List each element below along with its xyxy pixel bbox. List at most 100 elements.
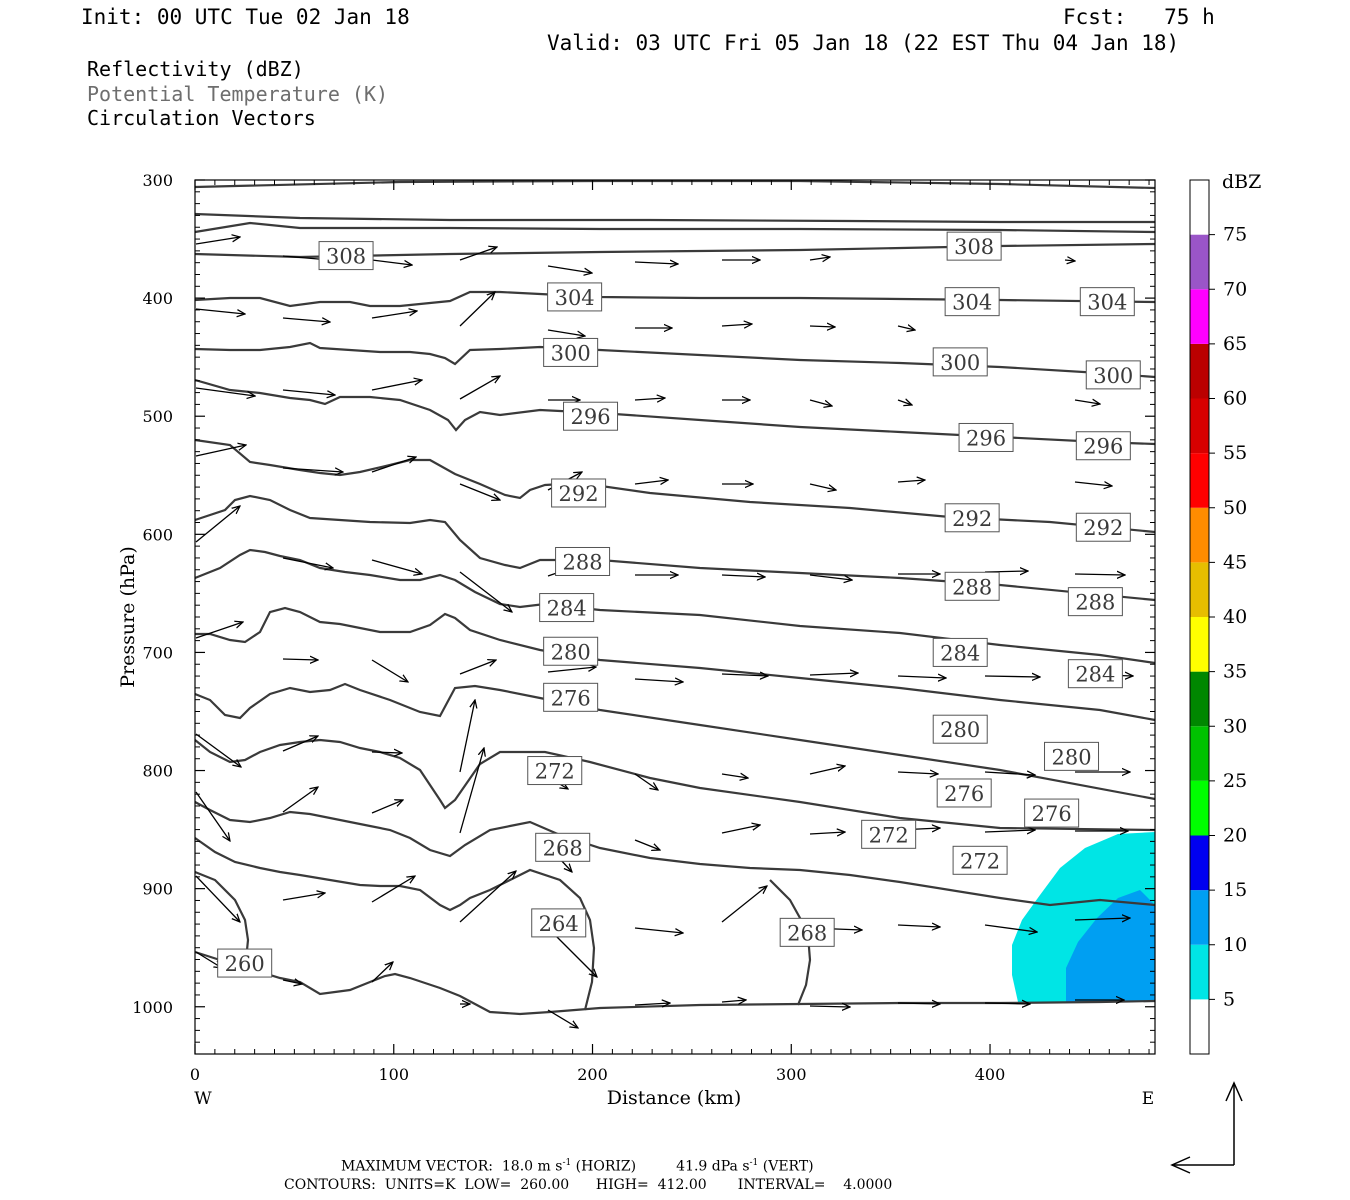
contour-label-box [543, 337, 599, 367]
valid-time: Valid: 03 UTC Fri 05 Jan 18 (22 EST Thu … [547, 31, 1180, 55]
contour-label: 264 [539, 912, 579, 936]
contour-label: 304 [1087, 291, 1127, 315]
contour-label: 276 [944, 782, 984, 806]
contour-label-box [543, 682, 599, 712]
x-axis-label: Distance (km) [607, 1087, 742, 1109]
colorbar-level-label: 15 [1223, 879, 1247, 901]
vertical-max: 41.9 dPa s [676, 1158, 750, 1175]
vertical-suffix: (VERT) [762, 1158, 814, 1175]
contour-label: 272 [960, 849, 1000, 873]
x-axis-ticks: 0 100 200 300 400 [190, 180, 1005, 1084]
contour-label-box [1024, 798, 1080, 828]
colorbar-swatch [1190, 234, 1209, 290]
y-tick-label: 300 [142, 171, 173, 190]
colorbar-swatch [1190, 944, 1209, 1000]
contour-label: 288 [952, 575, 992, 599]
contour-label: 280 [940, 718, 980, 742]
colorbar-level-label: 10 [1223, 934, 1247, 956]
contour-label-box [1044, 741, 1100, 771]
contour-label: 292 [952, 507, 992, 531]
contour-label-box [932, 637, 988, 667]
contour-label: 268 [787, 921, 827, 945]
colorbar-swatch [1190, 726, 1209, 781]
colorbar-swatch [1190, 835, 1209, 891]
colorbar-level-label: 50 [1223, 497, 1247, 519]
colorbar-level-label: 45 [1223, 551, 1247, 573]
contour-label-box [531, 908, 587, 938]
y-tick-label: 800 [142, 762, 173, 781]
colorbar-level-label: 30 [1223, 715, 1247, 737]
colorbar-swatch [1190, 890, 1209, 945]
circulation-vectors [195, 237, 1133, 1028]
contour-label-box [944, 287, 1000, 317]
contour-label: 296 [1083, 435, 1123, 459]
colorbar-swatch [1190, 507, 1209, 563]
colorbar-level-label: 20 [1223, 825, 1247, 847]
contour-label: 276 [551, 686, 591, 710]
colorbar-swatch [1190, 343, 1209, 399]
contour-label: 300 [1093, 364, 1133, 388]
contour-label-box [861, 819, 917, 849]
contour-label-box [779, 917, 835, 947]
contour-label: 292 [559, 482, 599, 506]
contour-label: 292 [1083, 516, 1123, 540]
contour-label-box [1067, 659, 1123, 689]
colorbar-unit-label: dBZ [1222, 171, 1261, 193]
plot-frame [194, 179, 1156, 1055]
vertical-exponent: -1 [749, 1158, 759, 1168]
contour-label-box [539, 593, 595, 623]
colorbar-level-label: 75 [1223, 224, 1247, 246]
colorbar-swatch [1190, 617, 1209, 672]
contour-label: 284 [547, 597, 587, 621]
contour-label-box [944, 571, 1000, 601]
y-tick-label: 1000 [132, 998, 173, 1017]
legend-reflectivity: Reflectivity (dBZ) [87, 57, 304, 81]
y-axis-ticks: 300 400 500 600 700 800 900 1000 [132, 171, 1155, 1017]
y-tick-label: 400 [142, 289, 173, 308]
contour-label-box [936, 778, 992, 808]
contour-label: 288 [563, 550, 603, 574]
y-tick-label: 700 [142, 643, 173, 662]
x-tick-label: 0 [190, 1065, 200, 1084]
horizontal-max: 18.0 m s [501, 1158, 563, 1175]
x-tick-label: 200 [577, 1065, 608, 1084]
colorbar-swatch [1190, 453, 1209, 508]
contour-label: 300 [940, 351, 980, 375]
horizontal-exponent: -1 [562, 1158, 572, 1168]
init-time: Init: 00 UTC Tue 02 Jan 18 [81, 5, 410, 29]
reflectivity-10dbz-area [1066, 890, 1155, 1002]
x-tick-label: 400 [975, 1065, 1006, 1084]
contour-label: 280 [551, 640, 591, 664]
colorbar-level-label: 55 [1223, 442, 1247, 464]
vector-scale-key [1170, 1081, 1243, 1174]
colorbar-level-label: 35 [1223, 661, 1247, 683]
contour-labels: 308 308 304 304 304 300 300 300 296 296 296 292 292 2… [217, 231, 1141, 978]
contour-label-box [535, 832, 591, 862]
contour-label-box [551, 478, 607, 508]
contour-info: CONTOURS: UNITS=K LOW= 260.00 HIGH= 412.… [284, 1177, 893, 1193]
contour-label-box [1079, 287, 1135, 317]
y-tick-label: 600 [142, 525, 173, 544]
contour-label-box [543, 636, 599, 666]
potential-temperature-contours [194, 179, 1156, 1016]
contour-label-box [547, 282, 603, 312]
contour-label-box [555, 546, 611, 576]
contour-label: 308 [326, 245, 366, 269]
contour-label: 260 [225, 952, 265, 976]
colorbar-swatch [1190, 671, 1209, 727]
contour-label-box [1067, 587, 1123, 617]
contour-label-box [563, 401, 619, 431]
contour-label-box [946, 231, 1002, 261]
contour-label-box [1085, 360, 1141, 390]
colorbar-swatch [1190, 180, 1209, 235]
colorbar-level-label: 25 [1223, 770, 1247, 792]
contour-label-box [1075, 431, 1131, 461]
contour-label: 300 [551, 341, 591, 365]
contour-label-box [318, 241, 374, 271]
contour-label-box [1075, 512, 1131, 542]
colorbar-level-label: 60 [1223, 388, 1247, 410]
max-vector-label: MAXIMUM VECTOR: [341, 1158, 493, 1175]
contour-label: 272 [869, 823, 909, 847]
contour-label-box [217, 948, 273, 978]
